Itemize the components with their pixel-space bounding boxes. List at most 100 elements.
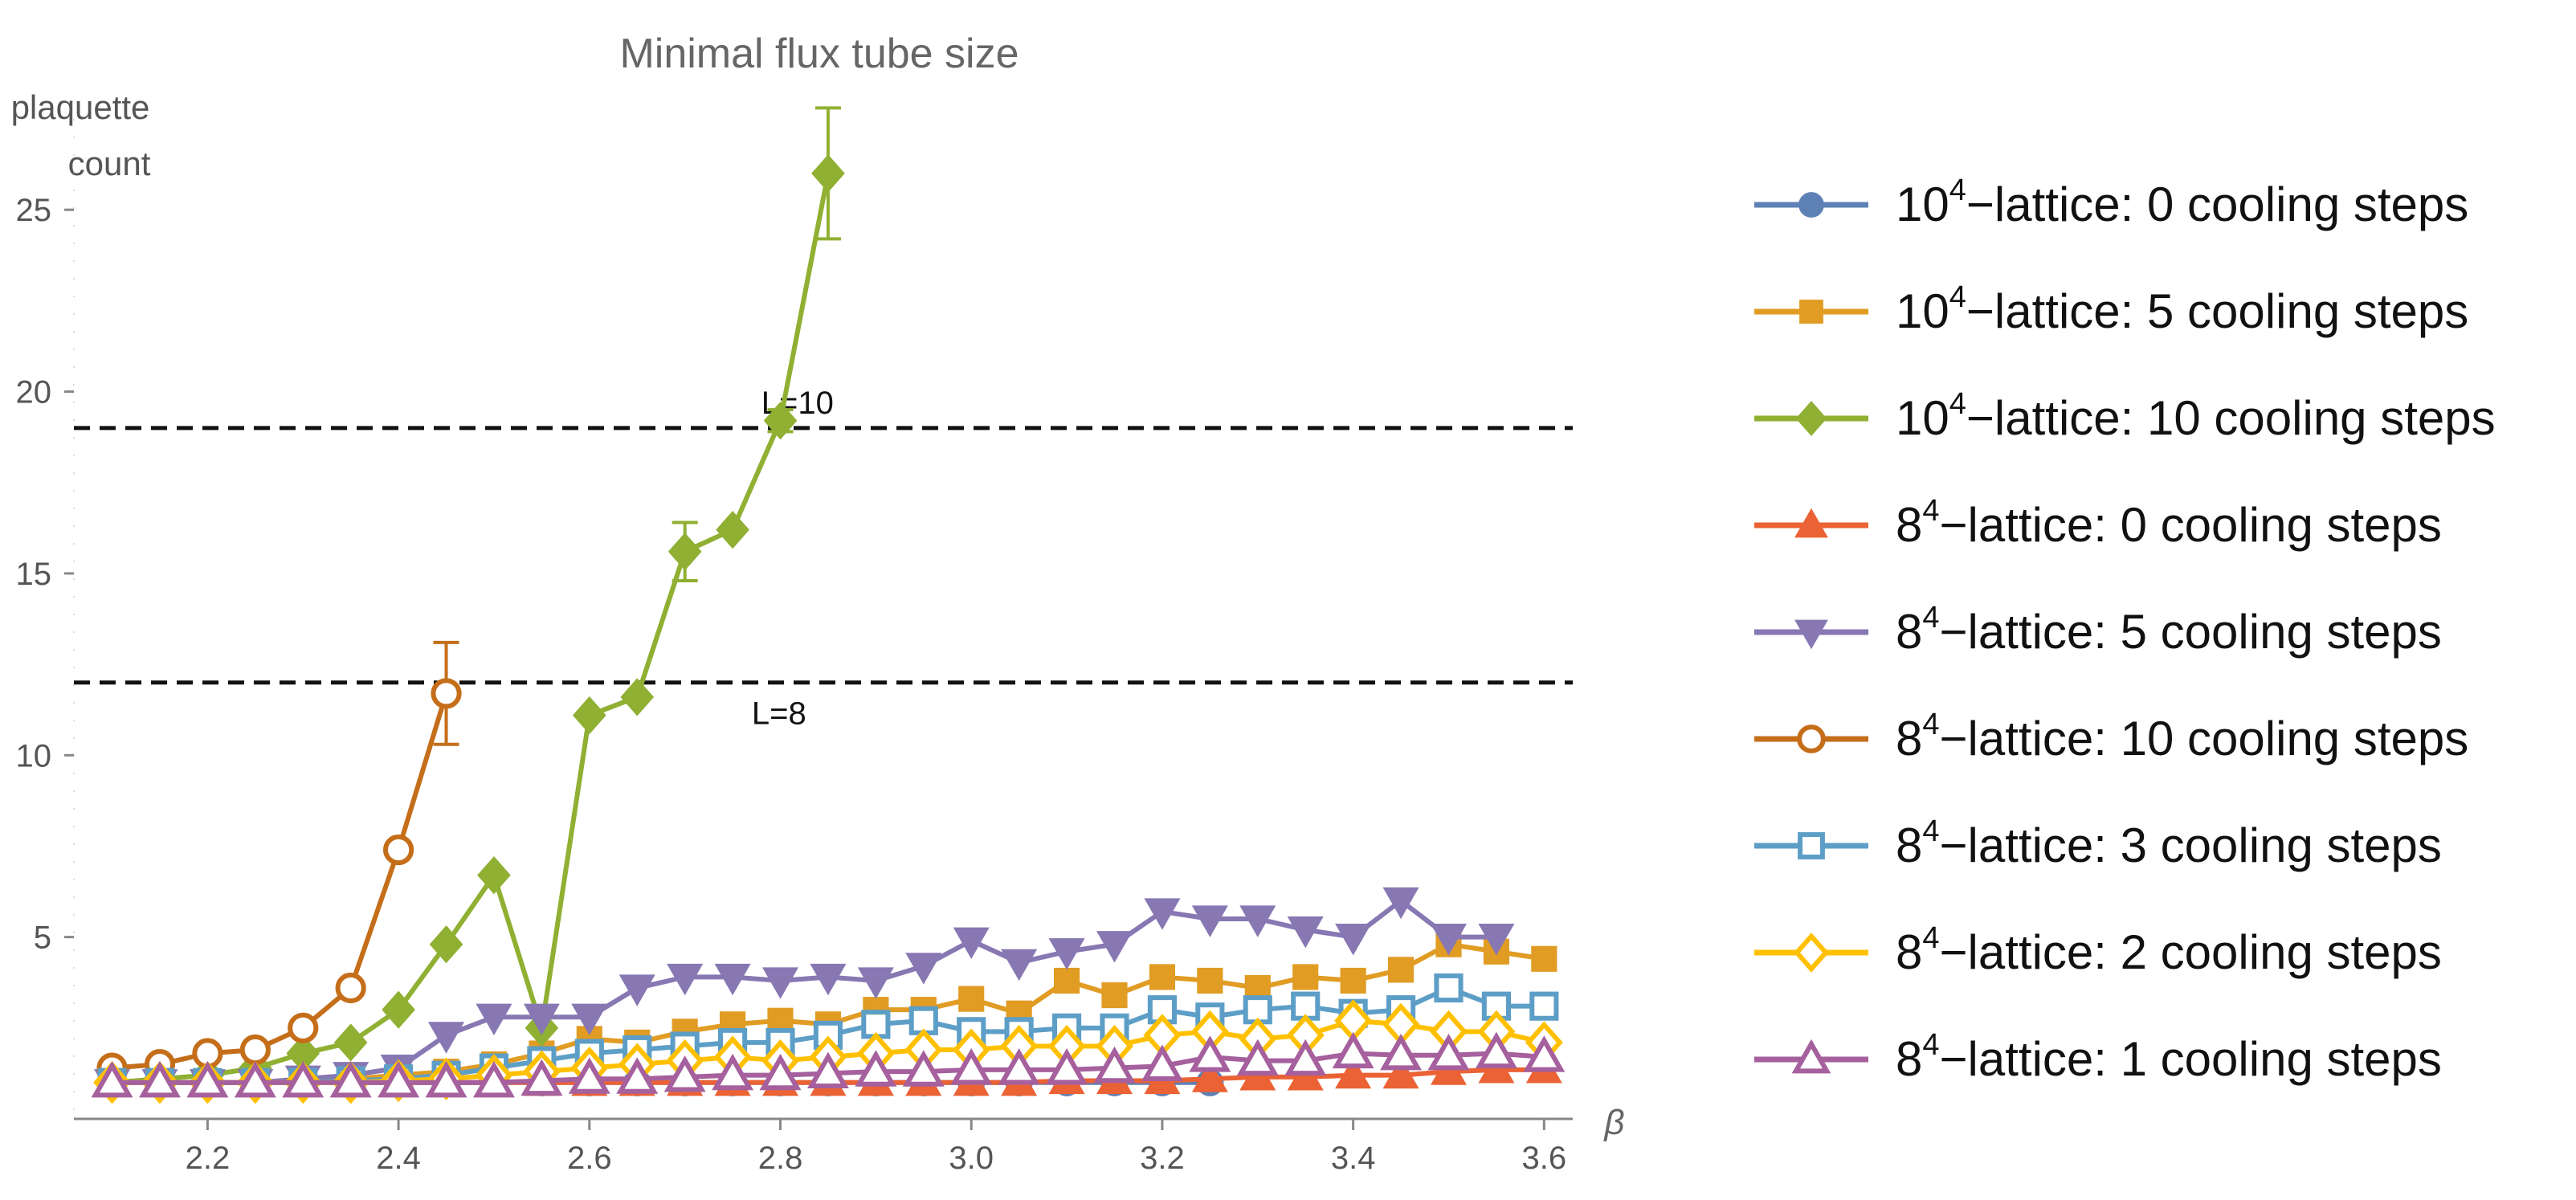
data-point <box>1427 1033 1470 1071</box>
x-tick-label: 2.4 <box>376 1141 421 1176</box>
legend-item: 84−lattice: 10 cooling steps <box>1751 685 2554 792</box>
legend-symbol <box>1754 191 1868 218</box>
data-point <box>1430 924 1468 956</box>
data-point <box>1053 967 1080 994</box>
data-point <box>571 1003 608 1036</box>
data-point <box>1284 1039 1327 1076</box>
axes: 2.2 2.4 2.6 2.8 3.0 3.2 3.4 3.6 5 10 15 20 25 <box>16 119 1573 1176</box>
legend-label: 84−lattice: 3 cooling steps <box>1896 814 2442 872</box>
data-point <box>857 967 894 999</box>
data-point <box>1292 964 1319 990</box>
legend-marker <box>1798 831 1825 859</box>
data-point <box>138 1060 181 1098</box>
legend-item: 84−lattice: 3 cooling steps <box>1751 792 2554 899</box>
legend-marker <box>1798 191 1824 218</box>
data-point <box>663 1055 706 1092</box>
data-point <box>1478 924 1515 956</box>
data-point <box>1531 945 1557 972</box>
data-point <box>1523 1035 1566 1072</box>
data-point <box>523 1003 560 1036</box>
series-layer <box>91 106 1566 1104</box>
series-line <box>112 898 1496 1085</box>
x-tick-label: 2.8 <box>758 1141 803 1176</box>
legend-item: 104−lattice: 5 cooling steps <box>1751 258 2554 365</box>
legend-label: 104−lattice: 5 cooling steps <box>1896 280 2469 338</box>
x-tick-label: 3.2 <box>1140 1141 1185 1176</box>
data-point <box>958 986 985 1012</box>
data-point <box>378 1060 420 1098</box>
data-point <box>806 1051 849 1089</box>
y-axis-label-line1: plaquette <box>11 88 150 126</box>
data-point <box>1387 957 1415 983</box>
legend-marker <box>1794 619 1828 649</box>
legend-label: 84−lattice: 10 cooling steps <box>1896 708 2469 765</box>
data-point <box>234 1060 276 1098</box>
data-point <box>1149 964 1176 990</box>
data-point <box>1048 938 1085 970</box>
data-point <box>1239 905 1276 937</box>
data-point <box>1529 991 1559 1021</box>
data-point <box>429 925 463 964</box>
y-tick-label: 25 <box>16 193 52 228</box>
legend-symbol <box>1754 724 1868 753</box>
y-tick-label: 10 <box>16 738 52 773</box>
series-line <box>112 173 831 1085</box>
legend-marker <box>1799 299 1823 324</box>
series-9 <box>91 1031 1566 1098</box>
data-point <box>667 533 702 571</box>
data-point <box>618 974 655 1006</box>
data-point <box>811 154 845 193</box>
data-point <box>186 1060 229 1098</box>
legend-item: 84−lattice: 2 cooling steps <box>1751 899 2554 1006</box>
legend-label: 84−lattice: 0 cooling steps <box>1896 494 2442 552</box>
legend-symbol <box>1754 831 1868 859</box>
legend-item: 104−lattice: 10 cooling steps <box>1751 365 2554 471</box>
data-point <box>1335 1056 1372 1089</box>
data-point <box>761 967 799 999</box>
legend-marker <box>1795 400 1827 436</box>
x-tick-label: 2.6 <box>567 1141 612 1176</box>
chart: Minimal flux tube size plaquette count β… <box>11 31 1625 1176</box>
data-point <box>616 1057 659 1094</box>
data-point <box>1046 1048 1088 1085</box>
legend-symbol <box>1754 299 1868 324</box>
legend-symbol <box>1754 508 1868 537</box>
data-point <box>810 963 847 996</box>
data-point <box>425 1060 467 1098</box>
data-point <box>1093 1046 1136 1084</box>
legend-symbol <box>1754 932 1868 973</box>
data-point <box>282 1060 325 1098</box>
data-point <box>1001 949 1038 982</box>
data-point <box>1191 1060 1228 1092</box>
data-point <box>1340 967 1366 994</box>
data-point <box>1335 924 1372 956</box>
data-point <box>953 927 990 959</box>
legend-symbol <box>1754 400 1868 436</box>
data-point <box>763 402 798 440</box>
data-point <box>1144 898 1181 930</box>
reference-lines: L=10L=8 <box>74 386 1573 732</box>
data-point <box>855 1050 897 1087</box>
data-point <box>1287 916 1324 949</box>
data-point <box>335 972 366 1004</box>
data-point <box>998 1048 1040 1085</box>
data-point <box>716 510 749 549</box>
y-tick-label: 5 <box>34 920 51 956</box>
x-tick-label: 3.4 <box>1331 1141 1376 1176</box>
data-point <box>950 1048 993 1085</box>
data-point <box>1291 991 1321 1021</box>
legend-label: 104−lattice: 10 cooling steps <box>1896 387 2496 445</box>
data-point <box>1197 967 1223 994</box>
y-tick-label: 20 <box>16 375 52 410</box>
data-point <box>1236 1039 1279 1076</box>
data-point <box>239 1034 271 1066</box>
data-point <box>667 963 704 996</box>
data-point <box>521 1059 563 1096</box>
data-point <box>1141 1044 1183 1081</box>
legend-label: 104−lattice: 0 cooling steps <box>1896 173 2469 231</box>
data-point <box>905 953 942 985</box>
data-point <box>477 856 511 895</box>
data-point <box>1101 982 1128 1009</box>
data-point <box>1380 1033 1423 1071</box>
legend-label: 84−lattice: 2 cooling steps <box>1896 921 2442 979</box>
